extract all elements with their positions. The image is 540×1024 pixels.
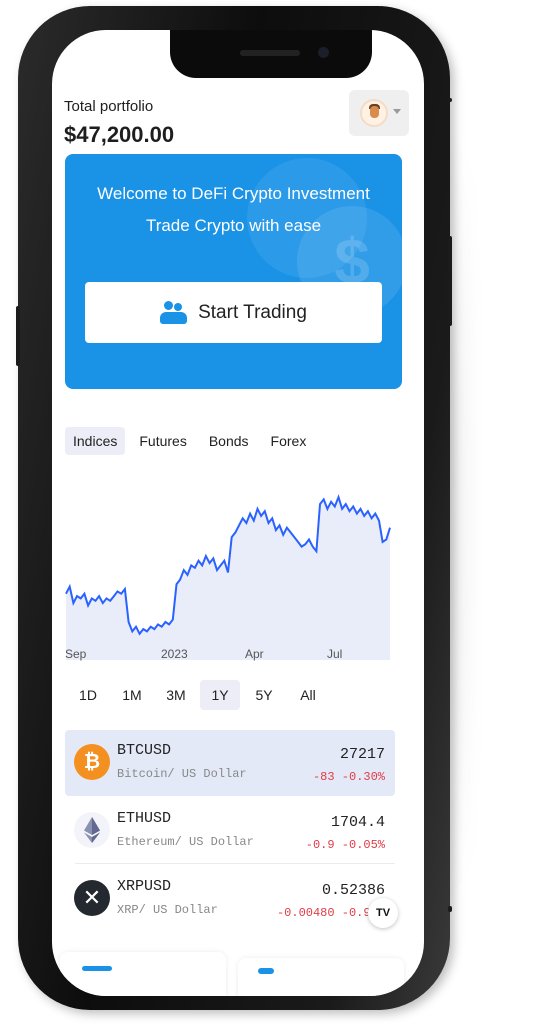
ticker-symbol: ETHUSD	[117, 810, 172, 827]
welcome-banner: $ Welcome to DeFi Crypto Investment Trad…	[65, 154, 402, 389]
range-3m[interactable]: 3M	[166, 687, 186, 703]
tab-futures[interactable]: Futures	[139, 433, 187, 449]
front-camera	[318, 47, 329, 58]
volume-button	[16, 306, 20, 366]
coin-decoration	[247, 158, 367, 278]
bottom-card[interactable]	[60, 952, 226, 996]
bottom-card[interactable]	[238, 958, 404, 996]
ticker-change: -0.00480 -0.91%	[276, 906, 385, 920]
row-divider	[75, 863, 395, 864]
ticker-change: -83 -0.30%	[312, 770, 385, 784]
banner-title: Welcome to DeFi Crypto Investment	[97, 184, 370, 203]
time-range-selector: 1D 1M 3M 1Y 5Y All	[68, 680, 328, 710]
range-1m[interactable]: 1M	[122, 687, 142, 703]
ethereum-icon	[74, 812, 110, 848]
x-tick-label: Jul	[327, 647, 343, 661]
ticker-row-ethusd[interactable]: ETHUSD Ethereum/ US Dollar 1704.4 -0.9 -…	[65, 798, 395, 864]
range-1d[interactable]: 1D	[79, 687, 97, 703]
ticker-price: 1704.4	[330, 814, 385, 831]
ticker-change: -0.9 -0.05%	[305, 838, 385, 852]
portfolio-label: Total portfolio	[64, 98, 154, 115]
tab-bonds[interactable]: Bonds	[208, 433, 249, 449]
side-button-top	[448, 98, 452, 102]
phone-screen: Total portfolio $47,200.00 $ Welcome to …	[52, 30, 424, 996]
range-5y[interactable]: 5Y	[255, 687, 273, 703]
profile-menu-button[interactable]	[349, 90, 409, 136]
side-button-lower	[448, 906, 452, 912]
ticker-price: 0.52386	[321, 882, 385, 899]
xrp-icon: ✕	[74, 880, 110, 916]
avatar	[360, 99, 388, 127]
x-tick-label: Sep	[65, 647, 87, 661]
ticker-symbol: BTCUSD	[117, 742, 172, 759]
avatar-face	[370, 106, 379, 118]
ticker-price: 27217	[339, 746, 385, 763]
range-1y[interactable]: 1Y	[200, 680, 240, 710]
side-button-power	[448, 236, 452, 326]
start-trading-button[interactable]: Start Trading	[85, 282, 382, 343]
chart-line	[65, 494, 391, 636]
x-tick-label: Apr	[245, 647, 264, 661]
speaker	[240, 50, 300, 56]
tab-indices[interactable]: Indices	[65, 427, 126, 455]
ticker-row-btcusd[interactable]: ₿ BTCUSD Bitcoin/ US Dollar 27217 -83 -0…	[65, 730, 395, 796]
price-chart[interactable]	[65, 460, 391, 660]
range-all[interactable]: All	[300, 687, 316, 703]
ticker-name: Bitcoin/ US Dollar	[117, 767, 247, 781]
ticker-row-xrpusd[interactable]: ✕ XRPUSD XRP/ US Dollar 0.52386 -0.00480…	[65, 866, 395, 932]
bitcoin-icon: ₿	[74, 744, 110, 780]
tradingview-logo-icon[interactable]: TV	[368, 898, 398, 928]
banner-subtitle: Trade Crypto with ease	[145, 216, 322, 235]
chevron-down-icon	[393, 109, 401, 114]
card-accent-dot	[258, 968, 274, 974]
ticker-name: XRP/ US Dollar	[117, 903, 218, 917]
phone-frame: Total portfolio $47,200.00 $ Welcome to …	[16, 6, 452, 1010]
ticker-name: Ethereum/ US Dollar	[117, 835, 254, 849]
portfolio-value: $47,200.00	[64, 122, 175, 147]
x-tick-label: 2023	[161, 647, 188, 661]
notch	[170, 30, 372, 78]
start-trading-label: Start Trading	[198, 301, 307, 323]
users-icon	[160, 300, 188, 325]
ticker-symbol: XRPUSD	[117, 878, 172, 895]
card-accent-bar	[82, 966, 112, 971]
chart-area	[66, 497, 390, 660]
tab-forex[interactable]: Forex	[270, 433, 307, 449]
chart-x-axis: Sep 2023 Apr Jul	[65, 647, 395, 663]
market-tabs: Indices Futures Bonds Forex	[65, 427, 314, 455]
